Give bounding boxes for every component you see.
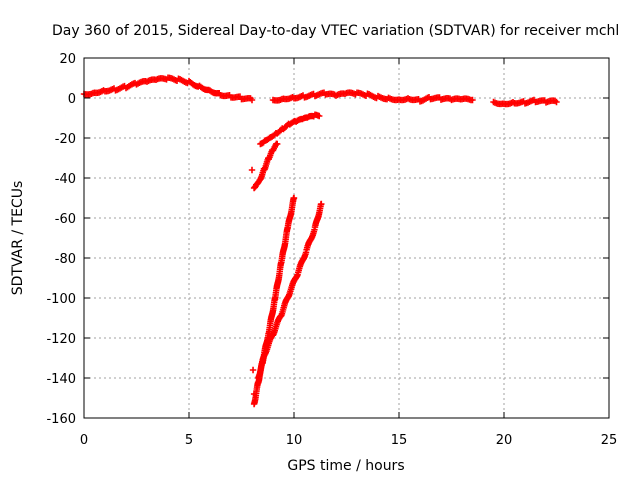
data-point-arc-5 xyxy=(274,140,281,148)
grid xyxy=(84,58,609,418)
y-tick-label: 0 xyxy=(68,92,76,107)
x-axis-label: GPS time / hours xyxy=(287,458,404,474)
x-tick-label: 15 xyxy=(391,433,408,448)
data-point-arc-1 xyxy=(248,96,256,104)
x-tick-label: 5 xyxy=(185,433,193,448)
data-point-arc-2 xyxy=(469,96,476,104)
y-tick-label: -140 xyxy=(46,372,76,387)
axis-ticks: 0 5 10 15 20 25 20 0 -20 -40 -60 -80 -100 -120 -140 -16… xyxy=(46,52,617,448)
data-point-outliers xyxy=(248,166,256,174)
y-tick-label: -100 xyxy=(46,292,76,307)
y-tick-label: -20 xyxy=(55,132,76,147)
x-tick-label: 0 xyxy=(80,433,88,448)
data-point-arc-3 xyxy=(553,98,560,106)
chart-title: Day 360 of 2015, Sidereal Day-to-day VTE… xyxy=(52,23,619,39)
data-point-outliers xyxy=(250,390,258,398)
y-tick-label: -80 xyxy=(55,252,76,267)
y-axis-label: SDTVAR / TECUs xyxy=(10,181,26,296)
data-point-arc-4 xyxy=(316,112,323,120)
y-tick-label: 20 xyxy=(59,52,76,67)
data-point-arc-6 xyxy=(290,194,298,202)
y-tick-label: -60 xyxy=(55,212,76,227)
y-tick-label: -160 xyxy=(46,412,76,427)
plot-frame xyxy=(83,57,610,419)
y-tick-label: -40 xyxy=(55,172,76,187)
x-tick-label: 25 xyxy=(601,433,618,448)
x-tick-label: 20 xyxy=(496,433,513,448)
x-tick-label: 10 xyxy=(286,433,303,448)
data-points xyxy=(80,74,560,408)
data-point-arc-7 xyxy=(318,200,325,208)
data-point-outliers xyxy=(249,366,257,374)
y-tick-label: -120 xyxy=(46,332,76,347)
